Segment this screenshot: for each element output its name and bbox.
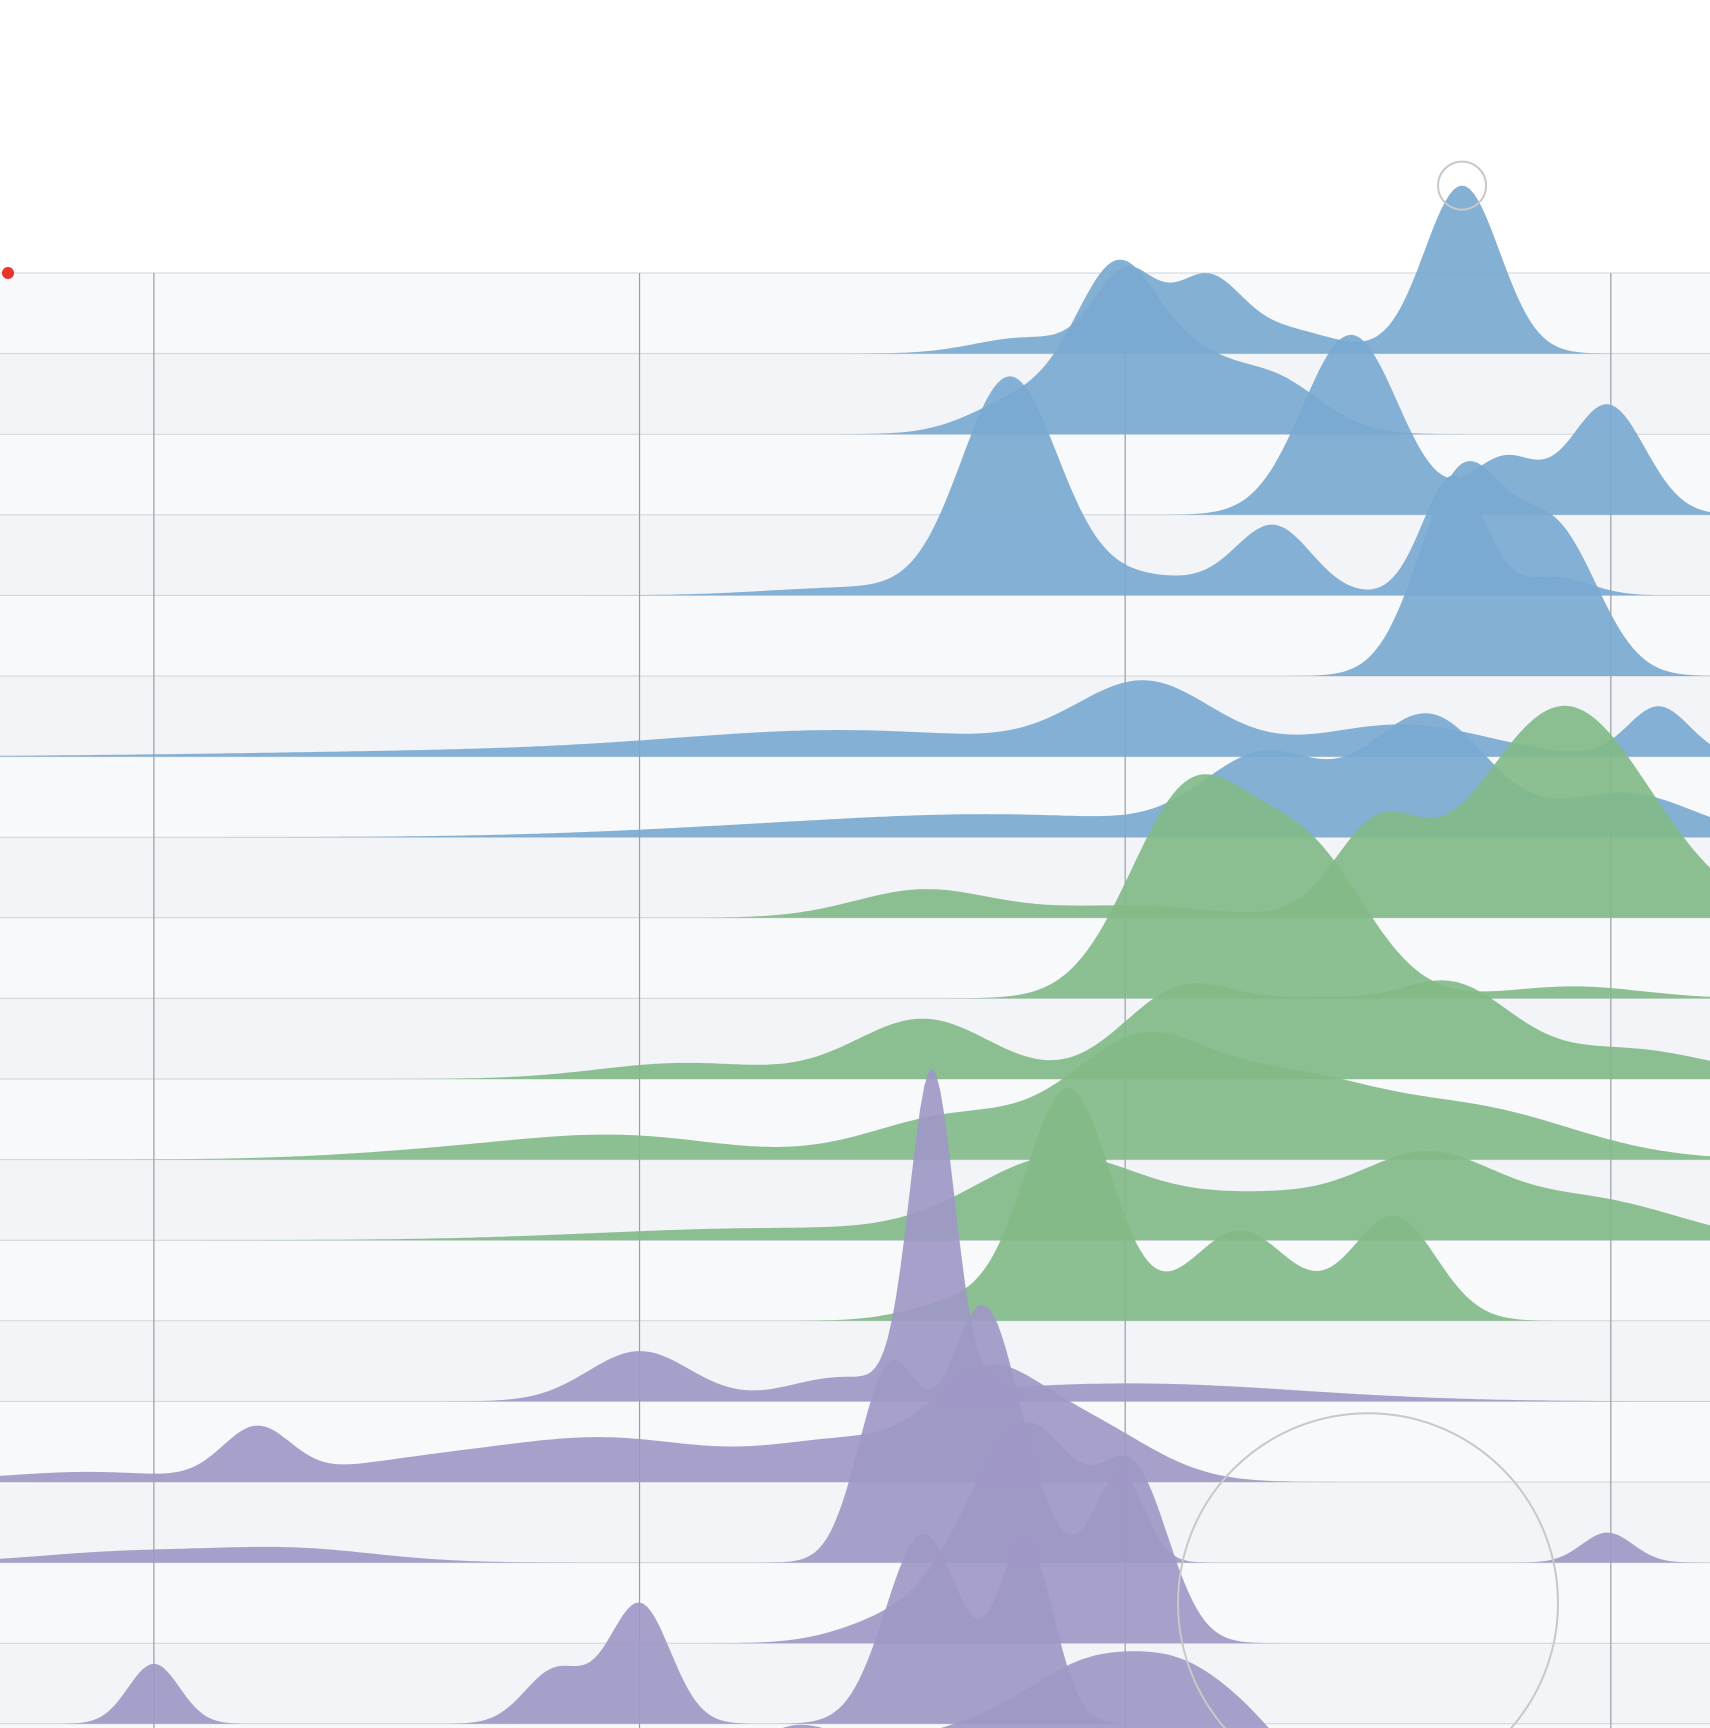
row-band [0, 353, 1710, 435]
density-curve [0, 1533, 1710, 1724]
density-curve [0, 461, 1710, 676]
highlight-dot [2, 267, 14, 279]
density-curve [0, 774, 1710, 999]
density-curve [0, 680, 1710, 757]
density-curves [0, 185, 1710, 1728]
density-curve [782, 1651, 1269, 1728]
density-curve [0, 1087, 1710, 1321]
peak-annotation-circle [1437, 160, 1488, 211]
density-curve [0, 185, 1710, 354]
density-curve [0, 713, 1710, 838]
density-curve [0, 259, 1710, 435]
chart-annotations [2, 160, 1559, 1728]
density-curve [0, 376, 1710, 596]
density-curve [0, 1031, 1710, 1160]
density-curve [0, 980, 1710, 1079]
density-curve [0, 334, 1710, 515]
density-curve [0, 1364, 1710, 1482]
region-annotation-circle [1177, 1412, 1559, 1728]
density-curve [0, 1304, 1710, 1563]
density-curve [0, 1151, 1710, 1241]
density-curve [0, 705, 1710, 918]
row-band [0, 1723, 1710, 1728]
